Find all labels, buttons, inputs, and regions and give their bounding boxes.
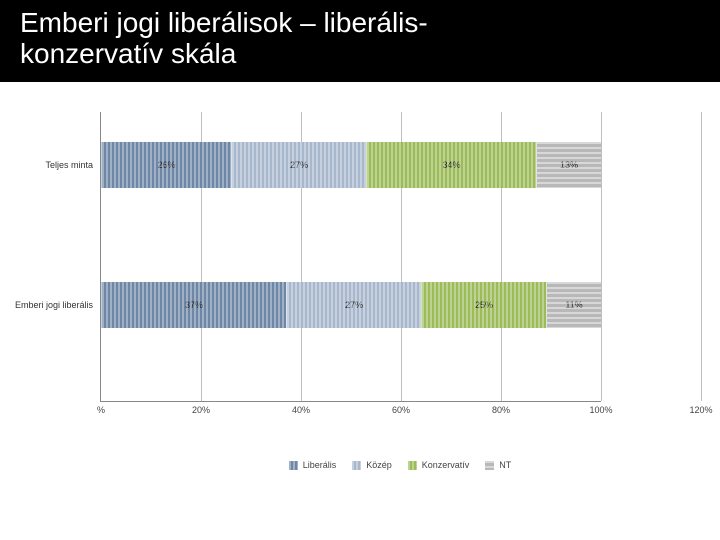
bar-row: Teljes minta26%27%34%13% xyxy=(101,142,701,188)
legend-swatch xyxy=(289,461,298,470)
x-tick-label: 80% xyxy=(492,405,510,415)
legend-label: NT xyxy=(499,460,511,470)
segment-value-label: 11% xyxy=(565,300,582,310)
legend-swatch xyxy=(408,461,417,470)
slide-header: Emberi jogi liberálisok – liberális- kon… xyxy=(0,0,720,82)
bar-row: Emberi jogi liberális37%27%25%11% xyxy=(101,282,701,328)
x-tick-label: 120% xyxy=(689,405,712,415)
bar-segment-kozep: 27% xyxy=(231,142,366,188)
plot-area: %20%40%60%80%100%120%Teljes minta26%27%3… xyxy=(100,112,601,402)
bar-segment-liberalis: 37% xyxy=(101,282,286,328)
bar-segment-konzervativ: 25% xyxy=(421,282,546,328)
segment-value-label: 25% xyxy=(475,300,493,310)
legend-item-kozep: Közép xyxy=(352,460,392,470)
bar-segment-konzervativ: 34% xyxy=(366,142,536,188)
bar-segment-kozep: 27% xyxy=(286,282,421,328)
bar-segment-liberalis: 26% xyxy=(101,142,231,188)
legend-label: Konzervatív xyxy=(422,460,470,470)
x-tick-label: 40% xyxy=(292,405,310,415)
row-label: Emberi jogi liberális xyxy=(0,300,93,310)
segment-value-label: 26% xyxy=(157,160,175,170)
segment-value-label: 27% xyxy=(290,160,308,170)
row-label: Teljes minta xyxy=(0,160,93,170)
bar-segment-nt: 11% xyxy=(546,282,601,328)
legend-item-nt: NT xyxy=(485,460,511,470)
segment-value-label: 13% xyxy=(560,160,578,170)
bar-segment-nt: 13% xyxy=(536,142,601,188)
slide-title: Emberi jogi liberálisok – liberális- kon… xyxy=(20,8,700,70)
gridline xyxy=(701,112,702,401)
segment-value-label: 37% xyxy=(185,300,203,310)
x-tick-label: 100% xyxy=(589,405,612,415)
legend-swatch xyxy=(352,461,361,470)
legend-label: Liberális xyxy=(303,460,337,470)
legend-item-konzervativ: Konzervatív xyxy=(408,460,470,470)
title-line-2: konzervatív skála xyxy=(20,38,236,69)
x-tick-label: 60% xyxy=(392,405,410,415)
legend-swatch xyxy=(485,461,494,470)
chart-area: %20%40%60%80%100%120%Teljes minta26%27%3… xyxy=(100,112,700,422)
segment-value-label: 34% xyxy=(442,160,460,170)
legend-item-liberalis: Liberális xyxy=(289,460,337,470)
segment-value-label: 27% xyxy=(345,300,363,310)
x-tick-label: 20% xyxy=(192,405,210,415)
x-tick-label: % xyxy=(97,405,105,415)
legend-label: Közép xyxy=(366,460,392,470)
title-line-1: Emberi jogi liberálisok – liberális- xyxy=(20,7,428,38)
legend: Liberális Közép Konzervatív NT xyxy=(100,460,700,472)
